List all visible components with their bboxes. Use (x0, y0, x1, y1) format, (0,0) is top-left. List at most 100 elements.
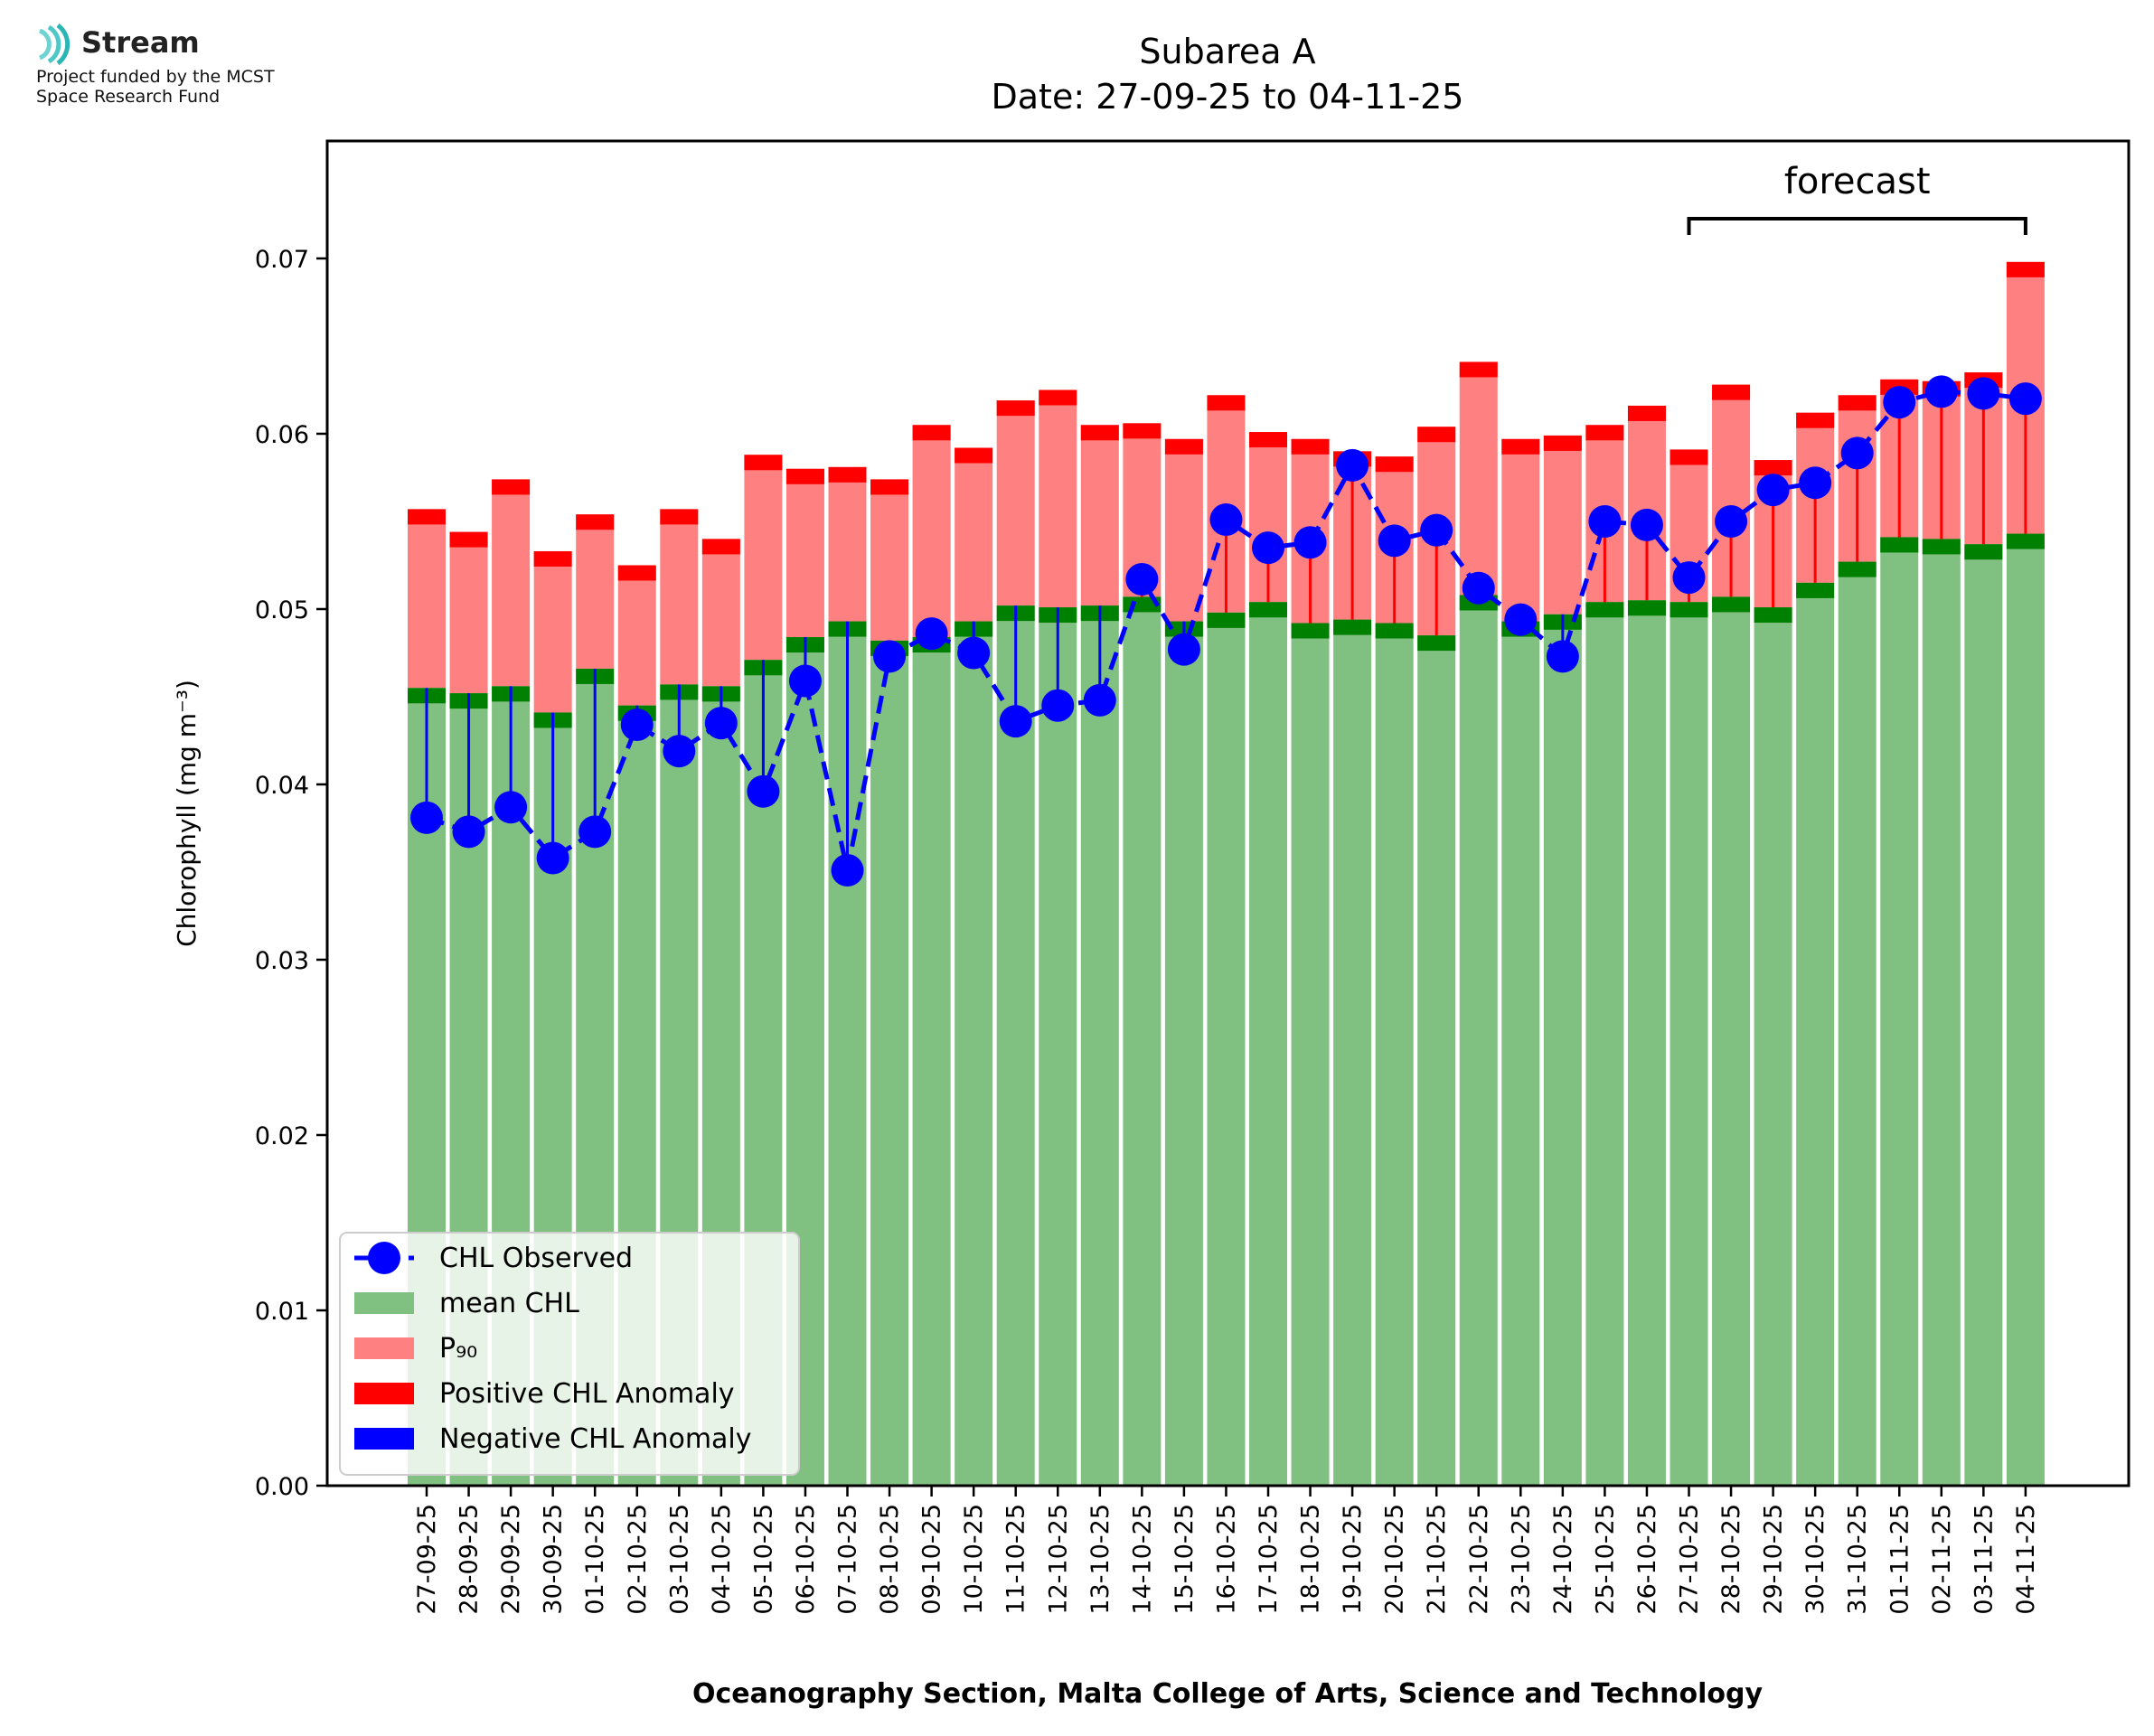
mean-chl-cap (1375, 623, 1414, 639)
p90-cap (408, 509, 446, 525)
p90-cap (1249, 432, 1287, 448)
chl-observed-point (1420, 513, 1453, 547)
y-tick-label: 0.06 (255, 421, 309, 449)
p90-cap (1796, 412, 1835, 428)
p90-bar (912, 425, 951, 638)
legend-patch (354, 1383, 414, 1404)
x-axis-label: Oceanography Section, Malta College of A… (692, 1678, 1764, 1710)
chl-observed-point (410, 801, 443, 834)
mean-chl-cap (1585, 602, 1624, 618)
p90-cap (1838, 395, 1877, 411)
x-tick-label: 21-10-25 (1423, 1504, 1451, 1615)
p90-cap (955, 447, 993, 464)
chl-observed-point (1840, 436, 1874, 470)
p90-cap (1459, 361, 1498, 378)
x-tick-label: 13-10-25 (1086, 1504, 1115, 1615)
mean-chl-bar (1207, 612, 1246, 1486)
legend-label: P₉₀ (439, 1333, 477, 1365)
chl-observed-point (452, 815, 485, 849)
p90-cap (449, 531, 488, 548)
x-tick-label: 12-10-25 (1044, 1504, 1072, 1615)
chart-title-line-2: Date: 27-09-25 to 04-11-25 (992, 77, 1464, 117)
x-tick-label: 19-10-25 (1339, 1504, 1367, 1615)
x-tick-label: 18-10-25 (1297, 1504, 1325, 1615)
x-tick-label: 22-10-25 (1465, 1504, 1493, 1615)
chl-observed-point (704, 707, 738, 740)
x-tick-label: 11-10-25 (1002, 1504, 1030, 1615)
x-tick-label: 05-10-25 (749, 1504, 777, 1615)
p90-cap (1754, 460, 1792, 476)
mean-chl-bar (1123, 596, 1162, 1486)
mean-chl-bar (1627, 600, 1666, 1486)
mean-chl-bar (1080, 605, 1119, 1486)
p90-bar (1501, 438, 1540, 622)
chl-observed-point (536, 841, 569, 875)
mean-chl-cap (1838, 561, 1877, 577)
x-tick-label: 20-10-25 (1381, 1504, 1409, 1615)
x-tick-label: 28-10-25 (1717, 1504, 1745, 1615)
p90-bar (617, 565, 656, 706)
chl-observed-point (1293, 526, 1327, 559)
chl-observed-point (1504, 603, 1538, 636)
logo-name: Stream (81, 25, 200, 60)
chl-observed-point (1924, 375, 1958, 408)
p90-cap (996, 400, 1035, 417)
chl-observed-point (1125, 563, 1159, 596)
x-tick-label: 02-10-25 (624, 1504, 652, 1615)
p90-cap (1417, 427, 1456, 443)
x-tick-label: 08-10-25 (876, 1504, 904, 1615)
funding-line-1: Project funded by the MCST (36, 67, 275, 87)
chl-observed-point (1967, 377, 2000, 410)
p90-bar (1164, 438, 1203, 622)
p90-cap (1123, 423, 1162, 439)
chl-observed-point (1462, 571, 1495, 605)
p90-bar (449, 531, 488, 694)
chl-observed-point (663, 735, 696, 768)
x-tick-label: 01-11-25 (1886, 1504, 1914, 1615)
p90-bar (744, 455, 783, 661)
p90-bar (576, 514, 615, 669)
y-tick-label: 0.00 (255, 1473, 309, 1501)
p90-bar (828, 466, 867, 622)
chl-observed-point (1588, 504, 1622, 538)
p90-cap (701, 539, 740, 555)
p90-cap (785, 468, 824, 484)
x-tick-label: 09-10-25 (918, 1504, 946, 1615)
chl-observed-point (1336, 448, 1369, 482)
logo: Stream Project funded by the MCST Space … (34, 22, 360, 121)
p90-bar (660, 509, 699, 685)
x-tick-label: 03-10-25 (665, 1504, 693, 1615)
mean-chl-cap (1291, 623, 1330, 639)
funding-line-2: Space Research Fund (36, 87, 221, 107)
p90-cap (1670, 449, 1708, 465)
legend-label: CHL Observed (439, 1243, 633, 1274)
mean-chl-cap (1880, 537, 1919, 553)
p90-cap (744, 455, 783, 471)
x-tick-label: 04-11-25 (2012, 1504, 2040, 1615)
mean-chl-bar (1417, 635, 1456, 1486)
mean-chl-bar (1754, 607, 1792, 1486)
chl-observed-point (1378, 524, 1411, 558)
legend-patch (354, 1428, 414, 1450)
chl-observed-point (957, 636, 991, 670)
legend-box (339, 1232, 800, 1476)
p90-cap (617, 565, 656, 581)
mean-chl-cap (2006, 533, 2045, 549)
y-tick-label: 0.02 (255, 1122, 309, 1150)
x-tick-label: 27-09-25 (413, 1504, 441, 1615)
legend-label: Positive CHL Anomaly (439, 1378, 735, 1410)
y-tick-label: 0.03 (255, 947, 309, 975)
mean-chl-cap (1417, 635, 1456, 652)
mean-chl-bar (1039, 607, 1077, 1486)
x-tick-label: 31-10-25 (1844, 1504, 1872, 1615)
legend-label: Negative CHL Anomaly (439, 1423, 752, 1455)
x-tick-label: 01-10-25 (581, 1504, 609, 1615)
y-tick-label: 0.05 (255, 596, 309, 624)
y-tick-label: 0.07 (255, 246, 309, 274)
p90-cap (1164, 438, 1203, 455)
mean-chl-bar (1964, 544, 2003, 1486)
chl-observed-point (620, 708, 654, 742)
funding-note: Project funded by the MCST Space Researc… (36, 67, 275, 107)
p90-bar (996, 400, 1035, 606)
chl-observed-point (2008, 382, 2042, 416)
